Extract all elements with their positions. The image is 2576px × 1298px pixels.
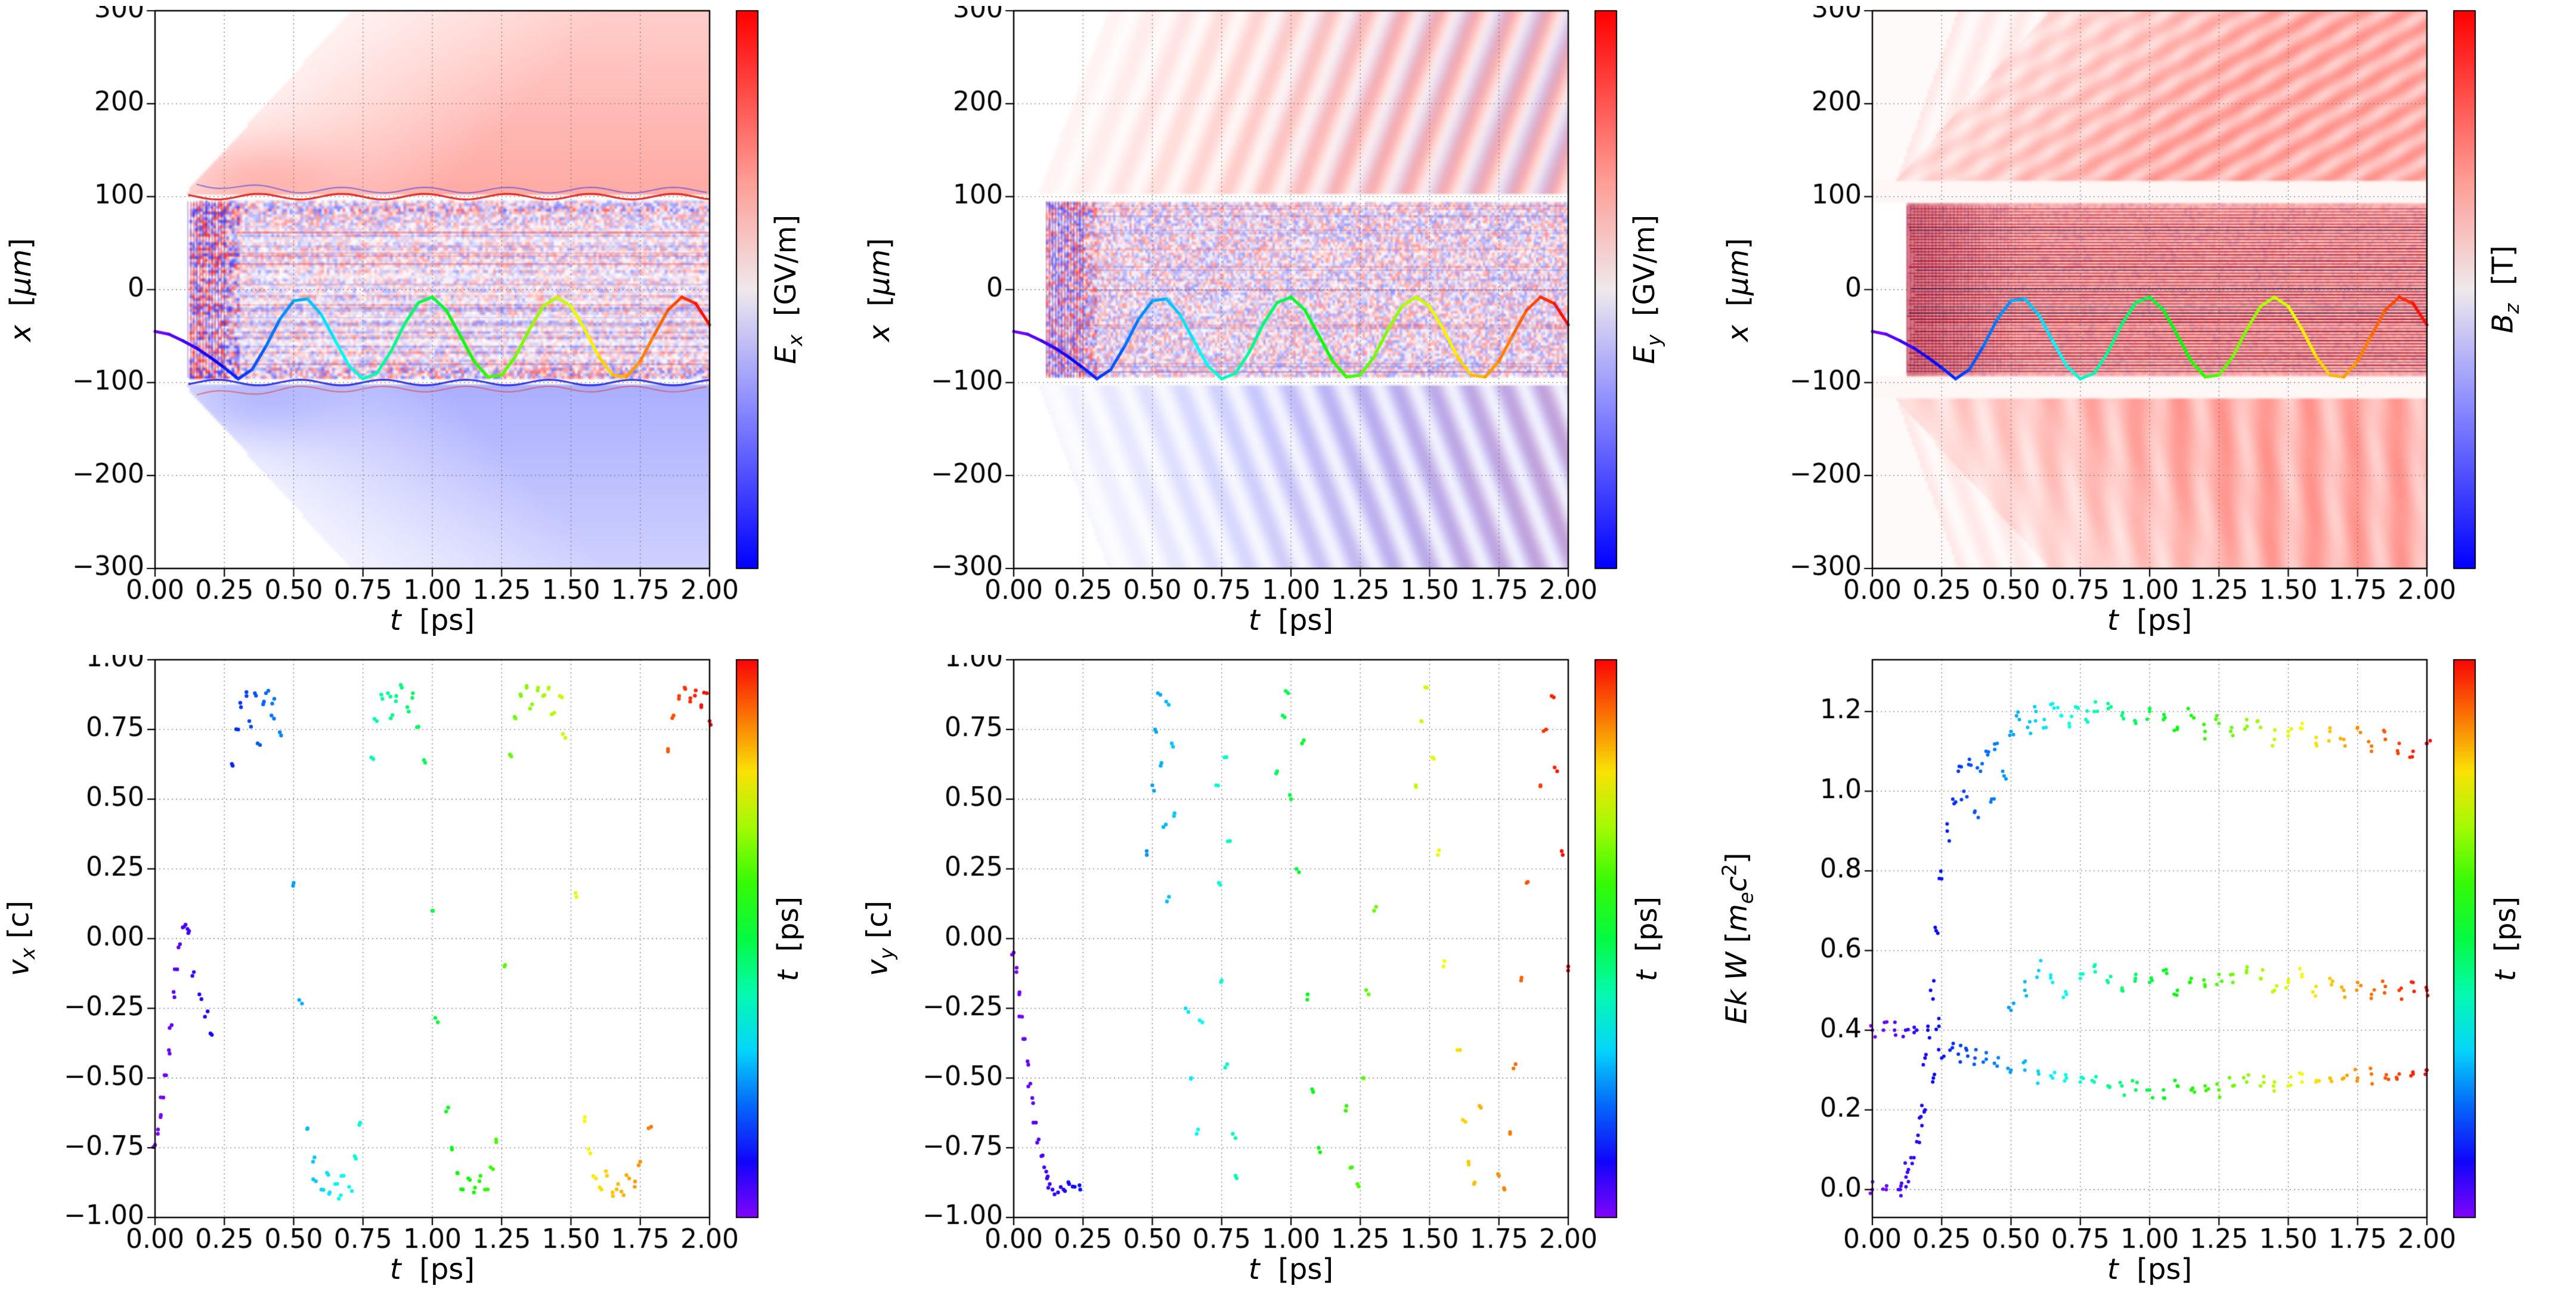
colorbar-label-container: t [ps] bbox=[761, 660, 815, 1217]
colorbar-label-container: Bz [T] bbox=[2479, 11, 2532, 568]
y-axis-label-container: x [μm] bbox=[1717, 11, 1759, 568]
ex-heatmap-canvas bbox=[42, 6, 763, 604]
ey-heatmap-canvas bbox=[900, 6, 1622, 604]
y-axis-label: x [μm] bbox=[863, 237, 896, 342]
colorbar-label: Ey [GV/m] bbox=[1627, 215, 1665, 364]
x-axis-label: t [ps] bbox=[2107, 1253, 2193, 1286]
x-axis-label: t [ps] bbox=[389, 1253, 475, 1286]
subplot-bz-field: x [μm] t [ps] Bz [T] bbox=[1717, 0, 2576, 649]
y-axis-label-container: x [μm] bbox=[0, 11, 42, 568]
y-axis-label-container: vx [c] bbox=[0, 660, 42, 1217]
colorbar-label-container: Ex [GV/m] bbox=[761, 11, 815, 568]
colorbar-label-container: Ey [GV/m] bbox=[1620, 11, 1674, 568]
bz-heatmap-canvas bbox=[1759, 6, 2481, 604]
y-axis-label-container: vy [c] bbox=[859, 660, 900, 1217]
subplot-ey-field: x [μm] t [ps] Ey [GV/m] bbox=[859, 0, 1717, 649]
y-axis-label-container: Ek W [mec2] bbox=[1717, 660, 1759, 1217]
x-axis-label: t [ps] bbox=[1248, 1253, 1334, 1286]
colorbar-label: Ex [GV/m] bbox=[769, 215, 807, 364]
y-axis-label: x [μm] bbox=[4, 237, 38, 342]
y-axis-label-container: x [μm] bbox=[859, 11, 900, 568]
subplot-vy-scatter: vy [c] t [ps] t [ps] bbox=[859, 649, 1717, 1298]
colorbar-label: t [ps] bbox=[2489, 896, 2522, 981]
vy-scatter-canvas bbox=[900, 655, 1622, 1253]
x-axis-label: t [ps] bbox=[389, 604, 475, 637]
y-axis-label: vy [c] bbox=[860, 901, 898, 976]
subplot-ek-scatter: Ek W [mec2] t [ps] t [ps] bbox=[1717, 649, 2576, 1298]
ek-scatter-canvas bbox=[1759, 655, 2481, 1253]
y-axis-label: vx [c] bbox=[1, 901, 39, 976]
y-axis-label: x [μm] bbox=[1722, 237, 1755, 342]
subplot-vx-scatter: vx [c] t [ps] t [ps] bbox=[0, 649, 859, 1298]
colorbar-label-container: t [ps] bbox=[2479, 660, 2532, 1217]
colorbar-label-container: t [ps] bbox=[1620, 660, 1674, 1217]
colorbar-label: t [ps] bbox=[772, 896, 805, 981]
vx-scatter-canvas bbox=[42, 655, 763, 1253]
subplot-ex-field: x [μm] t [ps] Ex [GV/m] bbox=[0, 0, 859, 649]
y-axis-label: Ek W [mec2] bbox=[1718, 852, 1758, 1025]
x-axis-label: t [ps] bbox=[1248, 604, 1334, 637]
colorbar-label: t [ps] bbox=[1630, 896, 1664, 981]
x-axis-label: t [ps] bbox=[2107, 604, 2193, 637]
colorbar-label: Bz [T] bbox=[2486, 245, 2524, 334]
